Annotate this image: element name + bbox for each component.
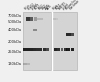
Bar [54, 48, 57, 51]
Text: Rat brain: Rat brain [69, 0, 80, 11]
Text: 700kDa: 700kDa [8, 14, 22, 18]
Text: 293T: 293T [43, 3, 51, 11]
Bar [26, 17, 30, 21]
Bar [23, 63, 26, 65]
Bar [34, 17, 37, 21]
Bar [56, 18, 58, 20]
Bar [33, 48, 36, 51]
Bar [71, 48, 74, 51]
Bar [27, 48, 30, 51]
Text: HeLa: HeLa [23, 3, 31, 11]
Bar [37, 18, 40, 20]
Text: K562: K562 [37, 3, 45, 11]
Bar [66, 48, 70, 51]
Bar [64, 48, 67, 51]
Bar [66, 33, 71, 36]
Bar [27, 63, 30, 65]
Text: HeLa: HeLa [52, 3, 59, 11]
Bar [30, 17, 33, 21]
Bar [40, 18, 43, 20]
Bar [40, 48, 42, 51]
Bar [52, 12, 77, 70]
Text: HepG2: HepG2 [27, 2, 36, 11]
Text: MCF7: MCF7 [34, 3, 42, 11]
Text: Mouse liver: Mouse liver [65, 0, 79, 11]
Bar [57, 48, 60, 51]
Text: 400kDa: 400kDa [8, 28, 22, 32]
Bar [46, 48, 49, 51]
Bar [36, 48, 39, 51]
Text: Jurkat: Jurkat [31, 2, 39, 11]
Bar [30, 48, 33, 51]
Bar [53, 18, 56, 20]
Text: 130kDa: 130kDa [8, 62, 22, 66]
Bar [61, 48, 64, 51]
Text: SHSY5Y: SHSY5Y [58, 1, 68, 11]
Bar [71, 33, 74, 36]
Text: A431: A431 [46, 3, 54, 11]
Text: 500kDa: 500kDa [8, 20, 22, 24]
Text: MCF7: MCF7 [55, 3, 63, 11]
Text: 250kDa: 250kDa [8, 50, 22, 54]
Bar [23, 48, 26, 51]
Text: Cos7: Cos7 [40, 3, 48, 11]
Text: 200kDa: 200kDa [8, 40, 22, 44]
Text: Jurkat: Jurkat [61, 2, 70, 11]
Bar [43, 48, 46, 51]
Bar [33, 29, 37, 31]
Bar [23, 12, 51, 70]
